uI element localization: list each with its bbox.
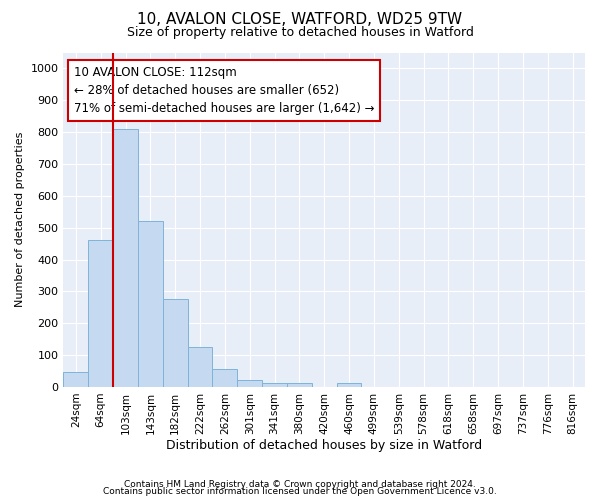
Text: 10 AVALON CLOSE: 112sqm
← 28% of detached houses are smaller (652)
71% of semi-d: 10 AVALON CLOSE: 112sqm ← 28% of detache… [74,66,374,115]
Text: 10, AVALON CLOSE, WATFORD, WD25 9TW: 10, AVALON CLOSE, WATFORD, WD25 9TW [137,12,463,28]
Text: Contains HM Land Registry data © Crown copyright and database right 2024.: Contains HM Land Registry data © Crown c… [124,480,476,489]
Bar [262,383,287,387]
Bar [287,383,312,387]
X-axis label: Distribution of detached houses by size in Watford: Distribution of detached houses by size … [166,440,482,452]
Y-axis label: Number of detached properties: Number of detached properties [15,132,25,308]
Bar [188,347,212,387]
Text: Contains public sector information licensed under the Open Government Licence v3: Contains public sector information licen… [103,488,497,496]
Bar [64,372,88,387]
Bar [88,240,113,387]
Bar [113,129,138,387]
Bar [138,222,163,387]
Text: Size of property relative to detached houses in Watford: Size of property relative to detached ho… [127,26,473,39]
Bar [163,300,188,387]
Bar [212,369,237,387]
Bar [237,380,262,387]
Bar [337,383,361,387]
